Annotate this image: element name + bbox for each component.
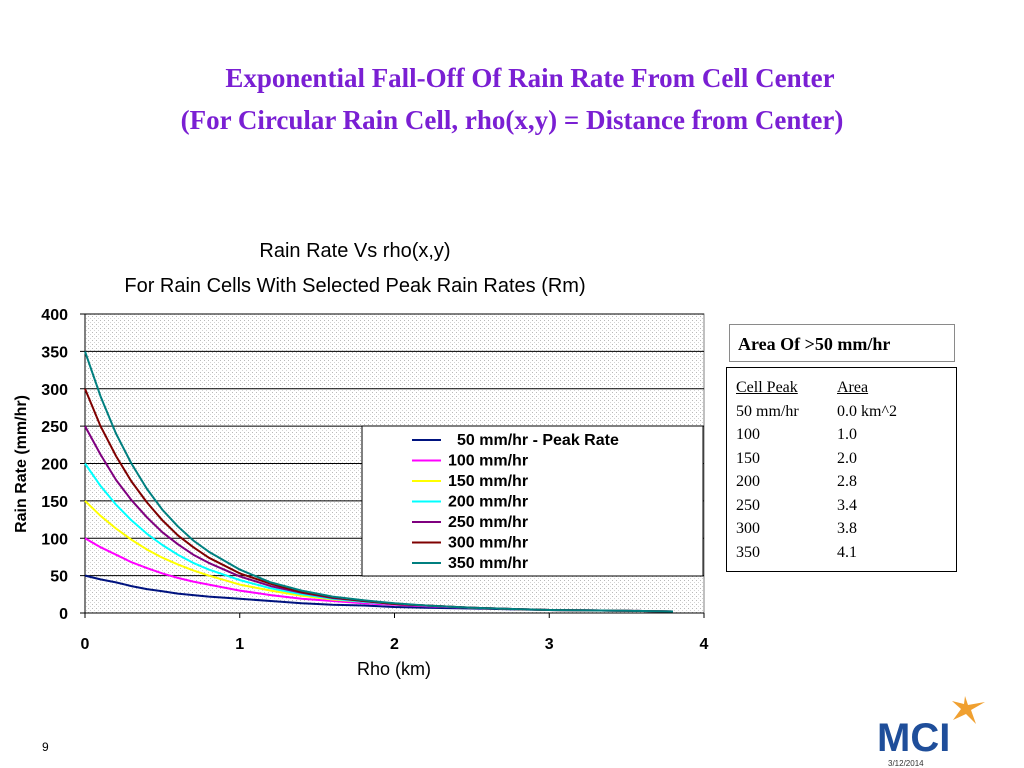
logo-text: MCI [877,716,950,755]
area-peak-value: 100 [736,426,760,443]
y-axis-label: Rain Rate (mm/hr) [13,395,30,533]
slide-title-line1: Exponential Fall-Off Of Rain Rate From C… [225,63,835,93]
area-table-row: 100 1.0 [736,423,956,447]
slide-date: 3/12/2014 [888,759,924,768]
mci-logo: MCI [877,696,985,755]
legend: 50 mm/hr - Peak Rate 100 mm/hr 150 mm/hr 20… [361,425,704,577]
area-table-row: 150 2.0 [736,447,956,471]
y-tick-label: 300 [41,382,68,399]
series-lines [84,351,674,613]
chart-title: Rain Rate Vs rho(x,y) [259,240,450,262]
area-peak-value: 50 mm/hr [736,402,799,420]
x-tick-label: 0 [81,636,90,653]
area-peak-value: 250 [736,496,760,514]
y-tick-label: 200 [41,457,68,474]
area-table: Cell Peak Area 50 mm/hr 0.0 km^2 100 1.0 15… [726,367,957,572]
chart-subtitle: For Rain Cells With Selected Peak Rain R… [124,275,585,297]
area-value: 0.0 km^2 [837,402,897,420]
area-header-cell-peak: Cell Peak [736,379,798,396]
area-table-row: 200 2.8 [736,470,956,494]
y-tick-label: 400 [41,307,68,324]
area-peak-value: 150 [736,449,760,467]
y-tick-label: 50 [50,569,68,586]
series-line-350-mm-hr [84,351,674,613]
area-value: 4.1 [837,543,857,561]
area-table-row: 350 4.1 [736,541,956,565]
y-tick-label: 250 [41,419,68,436]
x-tick-label: 2 [390,636,399,653]
legend-label: 100 mm/hr [448,453,528,470]
y-tick-label: 150 [41,494,68,511]
legend-label: 50 mm/hr - Peak Rate [457,432,619,449]
area-header-area: Area [837,379,869,396]
legend-label: 300 mm/hr [448,535,528,552]
area-table-row: 250 3.4 [736,494,956,518]
area-value: 2.8 [837,473,857,490]
legend-label: 250 mm/hr [448,514,528,531]
area-value: 3.4 [837,496,857,514]
area-peak-value: 350 [736,543,760,561]
y-tick-label: 0 [59,606,68,623]
area-value: 3.8 [837,520,857,537]
area-value: 1.0 [837,426,857,443]
legend-label: 200 mm/hr [448,494,528,511]
area-title: Area Of >50 mm/hr [738,334,891,354]
area-table-header: Cell Peak Area [736,376,956,400]
slide-title-line2: (For Circular Rain Cell, rho(x,y) = Dist… [180,105,844,135]
area-table-row: 300 3.8 [736,517,956,541]
legend-label: 350 mm/hr [448,555,528,572]
x-tick-label: 1 [235,636,244,653]
area-title-box: Area Of >50 mm/hr [729,324,955,362]
x-tick-label: 4 [700,636,709,653]
logo-star-icon [952,696,985,724]
x-axis-label: Rho (km) [357,659,431,679]
y-tick-label: 350 [41,344,68,361]
area-value: 2.0 [837,449,857,467]
legend-label: 150 mm/hr [448,473,528,490]
y-tick-label: 100 [41,531,68,548]
area-table-row: 50 mm/hr 0.0 km^2 [736,400,956,424]
x-tick-label: 3 [545,636,554,653]
page-number: 9 [42,740,49,754]
area-peak-value: 200 [736,473,760,490]
area-peak-value: 300 [736,520,760,537]
